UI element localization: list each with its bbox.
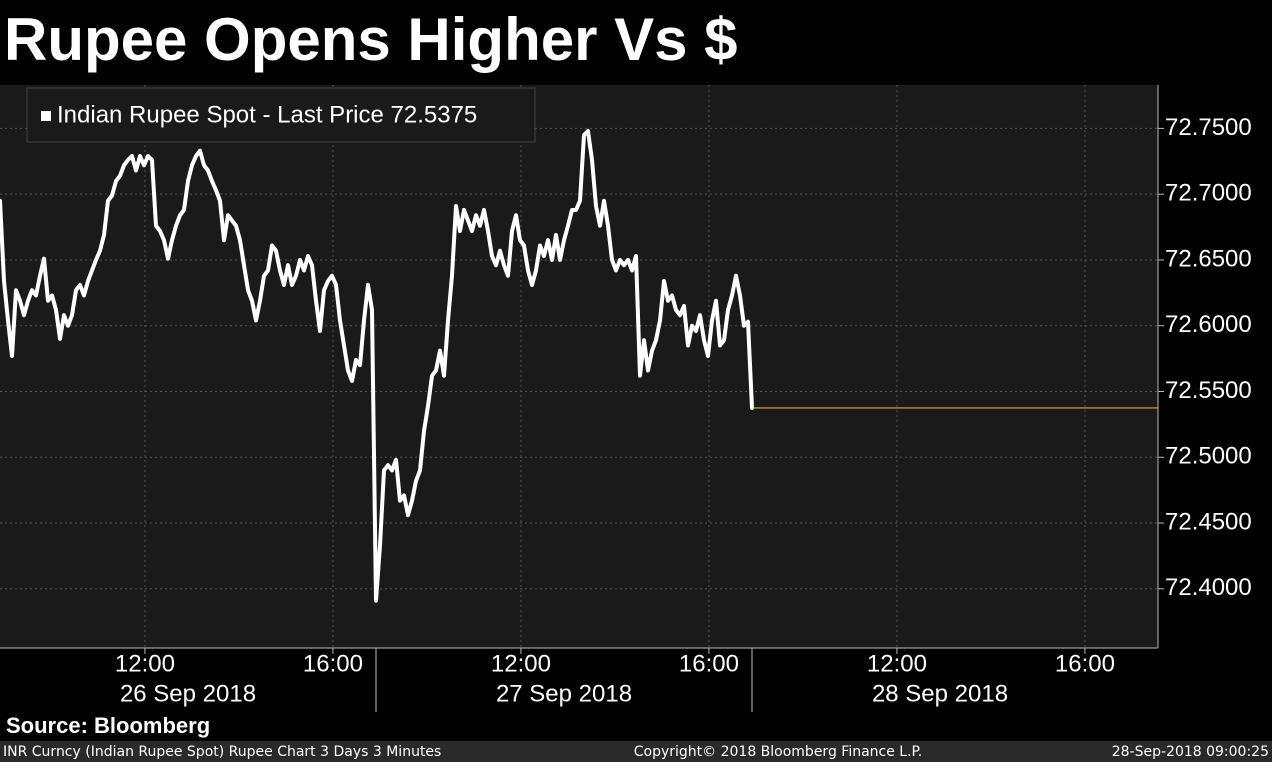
y-tick-label: 72.7500 bbox=[1165, 114, 1252, 141]
x-day-label: 28 Sep 2018 bbox=[872, 680, 1008, 707]
footer-description: INR Curncy (Indian Rupee Spot) Rupee Cha… bbox=[3, 744, 441, 760]
x-tick-label: 16:00 bbox=[1055, 650, 1115, 677]
legend-swatch bbox=[41, 111, 51, 121]
x-tick-label: 16:00 bbox=[303, 650, 363, 677]
y-tick-label: 72.5000 bbox=[1165, 443, 1252, 470]
footer-copyright: Copyright© 2018 Bloomberg Finance L.P. bbox=[634, 744, 923, 760]
x-tick-label: 16:00 bbox=[679, 650, 739, 677]
y-tick-label: 72.7000 bbox=[1165, 180, 1252, 207]
x-tick-label: 12:00 bbox=[115, 650, 175, 677]
legend-box bbox=[26, 87, 536, 143]
price-line bbox=[0, 129, 754, 603]
y-tick-label: 72.6500 bbox=[1165, 245, 1252, 272]
y-tick-label: 72.5500 bbox=[1165, 377, 1252, 404]
chart-title: Rupee Opens Higher Vs $ bbox=[4, 6, 738, 73]
x-day-label: 26 Sep 2018 bbox=[120, 680, 256, 707]
footer-bar bbox=[0, 741, 1272, 762]
y-tick-label: 72.4000 bbox=[1165, 574, 1252, 601]
x-tick-label: 12:00 bbox=[491, 650, 551, 677]
x-day-label: 27 Sep 2018 bbox=[496, 680, 632, 707]
plot-area bbox=[0, 85, 1158, 648]
x-tick-label: 12:00 bbox=[867, 650, 927, 677]
legend: Indian Rupee Spot - Last Price 72.5375 bbox=[26, 87, 536, 143]
x-axis: 12:00 16:00 26 Sep 2018 12:00 16:00 27 Sep 20… bbox=[115, 648, 1115, 712]
legend-label: Indian Rupee Spot - Last Price 72.5375 bbox=[57, 101, 477, 128]
y-tick-label: 72.4500 bbox=[1165, 508, 1252, 535]
y-tick-label: 72.6000 bbox=[1165, 311, 1252, 338]
source: Source: Bloomberg bbox=[6, 713, 210, 738]
footer-timestamp: 28-Sep-2018 09:00:25 bbox=[1112, 744, 1269, 760]
y-axis: 72.4000 72.4500 72.5000 72.5500 72.6000 72.65… bbox=[1158, 114, 1252, 601]
grid bbox=[0, 85, 1158, 648]
data-layer bbox=[0, 129, 1158, 603]
